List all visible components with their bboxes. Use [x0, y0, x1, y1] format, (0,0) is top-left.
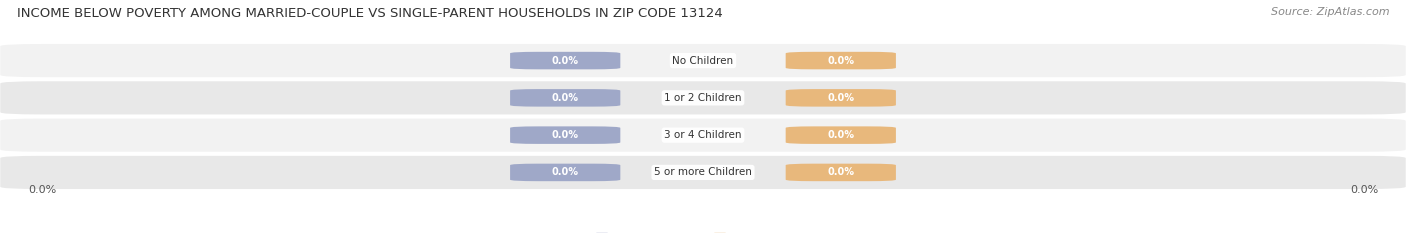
FancyBboxPatch shape	[0, 44, 1406, 77]
FancyBboxPatch shape	[510, 164, 620, 181]
Text: 0.0%: 0.0%	[827, 93, 855, 103]
FancyBboxPatch shape	[510, 126, 620, 144]
Text: 3 or 4 Children: 3 or 4 Children	[664, 130, 742, 140]
FancyBboxPatch shape	[510, 52, 620, 69]
Text: 0.0%: 0.0%	[827, 56, 855, 65]
Text: 1 or 2 Children: 1 or 2 Children	[664, 93, 742, 103]
Text: 0.0%: 0.0%	[551, 93, 579, 103]
Text: 0.0%: 0.0%	[551, 168, 579, 177]
Text: 0.0%: 0.0%	[827, 130, 855, 140]
Text: No Children: No Children	[672, 56, 734, 65]
Text: 5 or more Children: 5 or more Children	[654, 168, 752, 177]
Text: INCOME BELOW POVERTY AMONG MARRIED-COUPLE VS SINGLE-PARENT HOUSEHOLDS IN ZIP COD: INCOME BELOW POVERTY AMONG MARRIED-COUPL…	[17, 7, 723, 20]
FancyBboxPatch shape	[0, 119, 1406, 152]
Text: Source: ZipAtlas.com: Source: ZipAtlas.com	[1271, 7, 1389, 17]
FancyBboxPatch shape	[0, 156, 1406, 189]
FancyBboxPatch shape	[510, 89, 620, 107]
Text: 0.0%: 0.0%	[28, 185, 56, 195]
Legend: Married Couples, Single Parents: Married Couples, Single Parents	[592, 229, 814, 233]
FancyBboxPatch shape	[786, 52, 896, 69]
Text: 0.0%: 0.0%	[827, 168, 855, 177]
Text: 0.0%: 0.0%	[551, 130, 579, 140]
Text: 0.0%: 0.0%	[1350, 185, 1378, 195]
FancyBboxPatch shape	[786, 126, 896, 144]
FancyBboxPatch shape	[786, 89, 896, 107]
Text: 0.0%: 0.0%	[551, 56, 579, 65]
FancyBboxPatch shape	[786, 164, 896, 181]
FancyBboxPatch shape	[0, 81, 1406, 114]
